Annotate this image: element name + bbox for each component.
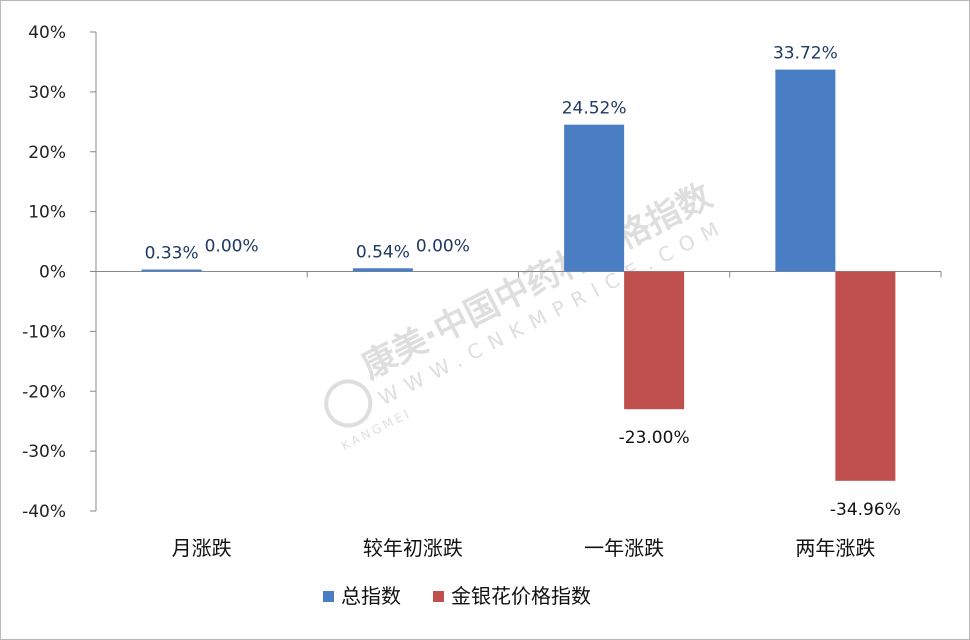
y-tick-label: 20%	[28, 143, 66, 163]
y-tick-label: -20%	[22, 382, 66, 402]
legend-swatch	[323, 591, 334, 602]
data-label: 33.72%	[773, 44, 838, 64]
y-tick-label: 10%	[28, 203, 66, 223]
bar-total-index	[775, 69, 836, 272]
kangmei-logo-icon	[324, 379, 373, 428]
y-tick-label: 0%	[39, 263, 66, 283]
legend-label: 金银花价格指数	[451, 584, 591, 608]
bar-total-index	[352, 268, 413, 272]
category-label: 较年初涨跌	[363, 536, 463, 560]
data-label: 0.00%	[416, 237, 470, 257]
data-label: 0.00%	[205, 237, 259, 257]
category-label: 两年涨跌	[795, 536, 875, 560]
data-label: 24.52%	[562, 99, 627, 119]
y-tick-label: -30%	[22, 442, 66, 462]
y-tick-label: 40%	[28, 23, 66, 43]
bars	[141, 69, 896, 481]
y-tick-label: -10%	[22, 322, 66, 342]
data-labels: 0.33% 0.54% 24.52% 33.72% 0.00% 0.00% -23.00% -…	[145, 44, 901, 520]
category-label: 月涨跌	[172, 536, 232, 560]
data-label: 0.54%	[356, 242, 410, 262]
axes: 40% 30% 20% 10% 0% -10% -20% -30% -40% 月涨跌 较年初涨跌 一年…	[22, 23, 942, 560]
legend-swatch	[433, 591, 444, 602]
category-label: 一年涨跌	[584, 536, 664, 560]
y-tick-label: -40%	[22, 502, 66, 522]
legend-label: 总指数	[341, 584, 401, 608]
watermark-brand-en: KANGMEI	[339, 406, 414, 453]
bar-total-index	[564, 124, 625, 272]
y-tick-label: 30%	[28, 83, 66, 103]
bar-total-index	[141, 269, 202, 272]
bar-honeysuckle-index	[624, 271, 685, 410]
data-label: 0.33%	[145, 244, 199, 264]
data-label: -34.96%	[830, 500, 901, 520]
data-label: -23.00%	[619, 428, 690, 448]
legend: 总指数 金银花价格指数	[323, 584, 591, 608]
bar-honeysuckle-index	[835, 271, 896, 481]
